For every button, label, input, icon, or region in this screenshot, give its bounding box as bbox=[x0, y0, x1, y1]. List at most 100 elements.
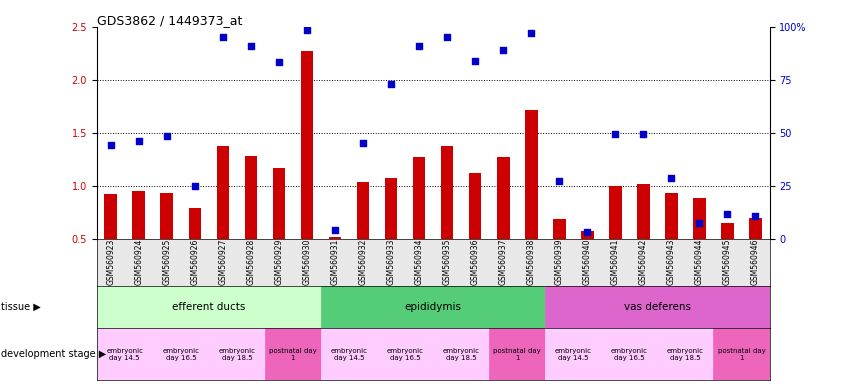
Point bbox=[132, 138, 145, 144]
Text: tissue ▶: tissue ▶ bbox=[1, 302, 40, 312]
Text: GSM560946: GSM560946 bbox=[751, 239, 760, 285]
Point bbox=[468, 58, 482, 64]
Text: embryonic
day 14.5: embryonic day 14.5 bbox=[106, 348, 143, 361]
Point bbox=[188, 183, 202, 189]
Bar bbox=[553, 219, 565, 239]
Text: GSM560926: GSM560926 bbox=[190, 239, 199, 285]
Bar bbox=[97, 286, 321, 328]
Text: GSM560928: GSM560928 bbox=[246, 239, 256, 285]
Point bbox=[412, 43, 426, 49]
Bar bbox=[525, 109, 537, 239]
Text: postnatal day
1: postnatal day 1 bbox=[494, 348, 541, 361]
Text: GSM560936: GSM560936 bbox=[471, 239, 479, 285]
Point bbox=[496, 47, 510, 53]
Text: GSM560927: GSM560927 bbox=[219, 239, 227, 285]
Text: embryonic
day 16.5: embryonic day 16.5 bbox=[162, 348, 199, 361]
Point bbox=[525, 30, 538, 36]
Bar bbox=[97, 328, 153, 380]
Text: embryonic
day 16.5: embryonic day 16.5 bbox=[387, 348, 424, 361]
Text: GSM560923: GSM560923 bbox=[106, 239, 115, 285]
Point bbox=[244, 43, 257, 49]
Point bbox=[357, 141, 370, 147]
Bar bbox=[581, 232, 594, 239]
Point bbox=[160, 133, 173, 139]
Text: GSM560934: GSM560934 bbox=[415, 239, 424, 285]
Text: GSM560925: GSM560925 bbox=[162, 239, 172, 285]
Text: GSM560929: GSM560929 bbox=[274, 239, 283, 285]
Bar bbox=[433, 328, 489, 380]
Bar bbox=[321, 328, 377, 380]
Point bbox=[272, 59, 286, 65]
Text: embryonic
day 16.5: embryonic day 16.5 bbox=[611, 348, 648, 361]
Text: GSM560940: GSM560940 bbox=[583, 239, 592, 285]
Text: GSM560943: GSM560943 bbox=[667, 239, 676, 285]
Text: embryonic
day 18.5: embryonic day 18.5 bbox=[667, 348, 704, 361]
Text: GSM560942: GSM560942 bbox=[639, 239, 648, 285]
Bar bbox=[133, 191, 145, 239]
Bar bbox=[721, 223, 733, 239]
Bar bbox=[497, 157, 510, 239]
Text: postnatal day
1: postnatal day 1 bbox=[717, 348, 765, 361]
Bar bbox=[693, 197, 706, 239]
Bar bbox=[749, 218, 762, 239]
Bar bbox=[301, 51, 313, 239]
Bar bbox=[272, 168, 285, 239]
Point bbox=[693, 220, 706, 226]
Text: GSM560941: GSM560941 bbox=[611, 239, 620, 285]
Bar bbox=[329, 237, 341, 239]
Point bbox=[300, 27, 314, 33]
Bar bbox=[104, 194, 117, 239]
Point bbox=[216, 35, 230, 41]
Bar bbox=[188, 208, 201, 239]
Bar bbox=[601, 328, 658, 380]
Text: GSM560937: GSM560937 bbox=[499, 239, 508, 285]
Bar bbox=[489, 328, 545, 380]
Bar bbox=[209, 328, 265, 380]
Text: GSM560924: GSM560924 bbox=[135, 239, 143, 285]
Point bbox=[384, 81, 398, 87]
Bar bbox=[321, 286, 545, 328]
Bar bbox=[665, 193, 678, 239]
Point bbox=[721, 212, 734, 218]
Text: GSM560939: GSM560939 bbox=[555, 239, 563, 285]
Text: epididymis: epididymis bbox=[405, 302, 462, 312]
Point bbox=[580, 229, 594, 235]
Point bbox=[609, 131, 622, 137]
Point bbox=[441, 35, 454, 41]
Text: GSM560938: GSM560938 bbox=[526, 239, 536, 285]
Text: embryonic
day 14.5: embryonic day 14.5 bbox=[331, 348, 368, 361]
Text: embryonic
day 14.5: embryonic day 14.5 bbox=[555, 348, 592, 361]
Bar bbox=[545, 328, 601, 380]
Bar bbox=[713, 328, 770, 380]
Text: GSM560933: GSM560933 bbox=[387, 239, 395, 285]
Text: efferent ducts: efferent ducts bbox=[172, 302, 246, 312]
Bar bbox=[217, 146, 229, 239]
Bar bbox=[384, 179, 397, 239]
Text: GSM560930: GSM560930 bbox=[303, 239, 311, 285]
Text: embryonic
day 18.5: embryonic day 18.5 bbox=[219, 348, 256, 361]
Text: GSM560935: GSM560935 bbox=[442, 239, 452, 285]
Text: vas deferens: vas deferens bbox=[624, 302, 691, 312]
Bar bbox=[245, 156, 257, 239]
Point bbox=[748, 212, 762, 218]
Point bbox=[328, 227, 341, 233]
Bar bbox=[441, 146, 453, 239]
Bar bbox=[637, 184, 649, 239]
Text: GSM560932: GSM560932 bbox=[358, 239, 368, 285]
Bar bbox=[545, 286, 770, 328]
Text: postnatal day
1: postnatal day 1 bbox=[269, 348, 317, 361]
Text: GDS3862 / 1449373_at: GDS3862 / 1449373_at bbox=[97, 14, 242, 27]
Text: development stage ▶: development stage ▶ bbox=[1, 349, 106, 359]
Point bbox=[553, 177, 566, 184]
Bar bbox=[161, 193, 173, 239]
Bar bbox=[265, 328, 321, 380]
Point bbox=[104, 141, 118, 147]
Text: GSM560931: GSM560931 bbox=[331, 239, 340, 285]
Bar bbox=[357, 182, 369, 239]
Text: GSM560944: GSM560944 bbox=[695, 239, 704, 285]
Bar bbox=[153, 328, 209, 380]
Bar bbox=[609, 186, 621, 239]
Text: embryonic
day 18.5: embryonic day 18.5 bbox=[442, 348, 479, 361]
Bar bbox=[377, 328, 433, 380]
Bar bbox=[658, 328, 713, 380]
